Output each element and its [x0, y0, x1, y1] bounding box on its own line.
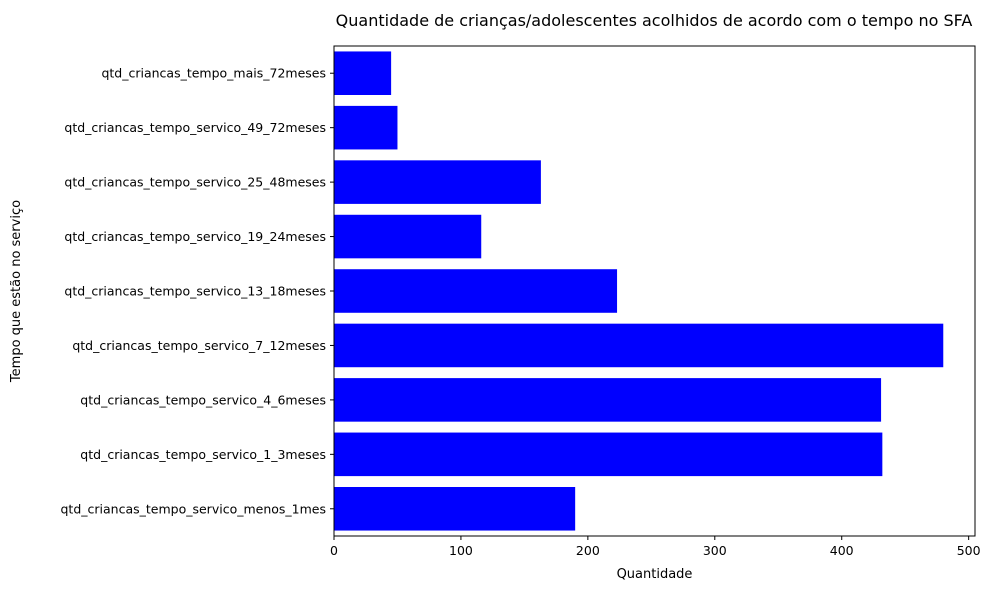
y-tick-label: qtd_criancas_tempo_servico_menos_1mes: [61, 501, 327, 516]
bar-qtd_criancas_tempo_servico_13_18meses: [334, 269, 618, 313]
y-tick-label: qtd_criancas_tempo_servico_19_24meses: [64, 229, 326, 244]
bar-qtd_criancas_tempo_servico_49_72meses: [334, 105, 398, 150]
plot-frame: [333, 45, 976, 537]
y-tick-label: qtd_criancas_tempo_servico_1_3meses: [80, 447, 326, 462]
y-tick-label: qtd_criancas_tempo_servico_7_12meses: [72, 338, 326, 353]
y-tick-label: qtd_criancas_tempo_mais_72meses: [101, 66, 326, 81]
chart-title: Quantidade de crianças/adolescentes acol…: [336, 11, 973, 30]
x-tick-label: 100: [449, 543, 473, 558]
bar-qtd_criancas_tempo_servico_25_48meses: [334, 160, 541, 204]
x-axis-ticks: 0 100 200 300 400 500: [330, 536, 981, 558]
x-tick-label: 0: [330, 543, 338, 558]
y-tick-label: qtd_criancas_tempo_servico_4_6meses: [80, 392, 326, 407]
y-axis-ticks: qtd_criancas_tempo_servico_menos_1mes qtd…: [61, 66, 334, 516]
bar-qtd_criancas_tempo_servico_menos_1mes: [334, 487, 576, 531]
bars-group: [334, 51, 944, 531]
y-tick-label: qtd_criancas_tempo_servico_13_18meses: [64, 284, 326, 299]
x-tick-label: 400: [830, 543, 854, 558]
bar-qtd_criancas_tempo_mais_72meses: [334, 51, 392, 95]
bar-qtd_criancas_tempo_servico_4_6meses: [334, 378, 882, 422]
x-tick-label: 300: [703, 543, 727, 558]
bar-qtd_criancas_tempo_servico_1_3meses: [334, 432, 883, 477]
x-tick-label: 500: [957, 543, 981, 558]
bar-qtd_criancas_tempo_servico_19_24meses: [334, 214, 482, 259]
bar-qtd_criancas_tempo_servico_7_12meses: [334, 323, 944, 368]
y-tick-label: qtd_criancas_tempo_servico_25_48meses: [64, 175, 326, 190]
x-tick-label: 200: [576, 543, 600, 558]
y-axis-label: Tempo que estão no serviço: [9, 200, 24, 383]
y-tick-label: qtd_criancas_tempo_servico_49_72meses: [64, 120, 326, 135]
x-axis-label: Quantidade: [617, 567, 693, 582]
